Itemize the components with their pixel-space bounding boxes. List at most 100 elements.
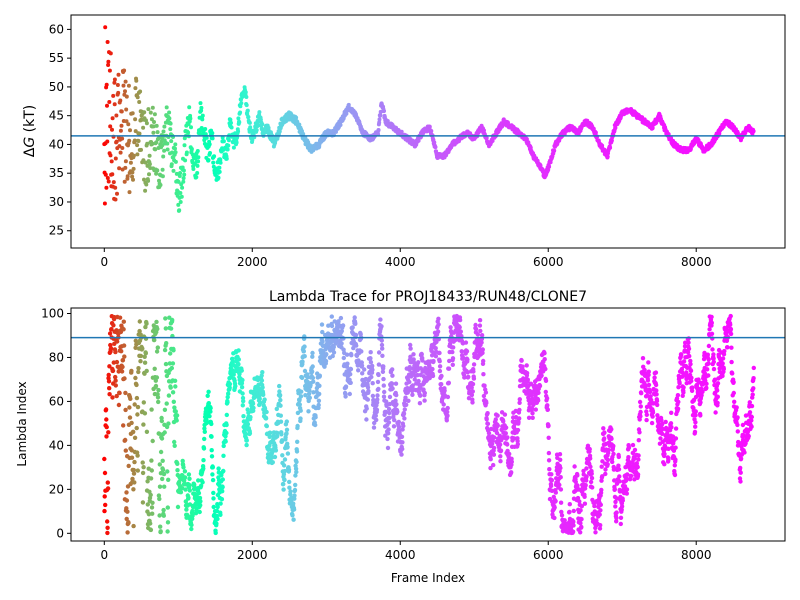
lambda-point (166, 393, 172, 398)
lambda-point (715, 400, 720, 406)
lambda-point (281, 481, 286, 487)
dg-x-ticks: 0 2000 4000 6000 8000 (100, 248, 711, 269)
dg-point (131, 153, 136, 158)
lambda-point (224, 430, 229, 436)
lambda-point (673, 436, 679, 441)
dg-point (105, 139, 110, 144)
dg-point (211, 160, 216, 165)
lambda-point (210, 477, 216, 483)
lambda-point (133, 345, 138, 350)
lambda-point (331, 350, 337, 355)
lambda-point (201, 446, 207, 451)
lambda-point (223, 439, 228, 444)
lambda-point (348, 372, 353, 377)
lambda-point (189, 522, 194, 528)
dg-point (156, 136, 161, 141)
lambda-point (202, 436, 207, 442)
lambda-point (202, 429, 207, 434)
dg-point (103, 172, 108, 177)
lambda-point (578, 508, 583, 513)
lambda-point (114, 359, 120, 365)
lambda-point (157, 496, 162, 502)
lambda-point (291, 517, 296, 522)
dg-axes-frame (70, 14, 786, 249)
dg-point (114, 113, 119, 118)
lambda-point (588, 464, 593, 469)
lambda-point (464, 349, 470, 354)
lambda-point (159, 418, 164, 424)
lambda-point (135, 468, 140, 473)
lambda-point (393, 381, 399, 386)
lambda-point (106, 379, 112, 384)
lambda-point (347, 391, 352, 397)
dg-point (143, 188, 148, 193)
lambda-point (196, 490, 202, 496)
lambda-point (675, 406, 681, 411)
lambda-point (437, 350, 442, 356)
lambda-point (214, 521, 219, 526)
lambda-point (380, 346, 385, 351)
lambda-point (209, 448, 214, 453)
lambda-point (505, 442, 510, 447)
lambda-point (471, 376, 477, 381)
lambda-point (503, 425, 509, 430)
dg-point (167, 116, 172, 121)
dg-point (165, 141, 170, 146)
lambda-point (542, 357, 547, 362)
lambda-point (124, 498, 130, 503)
lambda-point (298, 408, 303, 413)
lambda-point (517, 397, 522, 402)
dg-point (208, 151, 212, 155)
lambda-point (394, 402, 399, 407)
lambda-point (153, 383, 159, 389)
dg-point (238, 104, 243, 109)
lambda-point (645, 378, 651, 383)
lambda-point (170, 390, 176, 395)
lambda-point (402, 416, 407, 421)
lambda-point (483, 390, 489, 395)
lambda-point (693, 420, 698, 425)
dg-point (117, 166, 122, 171)
lambda-point (156, 493, 162, 498)
lambda-point (375, 397, 380, 402)
dg-point (206, 158, 211, 163)
lambda-point (653, 370, 659, 375)
lambda-point (638, 414, 643, 419)
lambda-point (498, 454, 503, 459)
lambda-point (473, 326, 479, 332)
lambda-point (545, 403, 550, 408)
lambda-point (172, 378, 178, 383)
lambda-point (593, 530, 598, 535)
lambda-point (515, 442, 520, 447)
lambda-point (311, 379, 316, 384)
lambda-point (343, 394, 348, 399)
dg-point (133, 117, 138, 122)
lambda-point (159, 436, 165, 441)
lambda-point (125, 509, 130, 514)
lambda-point (290, 513, 295, 518)
lambda-point (339, 341, 344, 346)
dg-y-tick-label: 25 (49, 224, 64, 238)
lambda-point (669, 425, 674, 430)
lambda-point (401, 411, 407, 416)
dg-point (198, 101, 203, 106)
dg-point (247, 120, 252, 125)
lambda-point (162, 347, 168, 353)
dg-point (147, 153, 152, 158)
lambda-point (495, 413, 500, 418)
lambda-point (666, 457, 671, 463)
lambda-point (187, 476, 192, 481)
lambda-point (141, 400, 146, 405)
lambda-point (673, 445, 678, 450)
lambda-point (132, 402, 137, 407)
lambda-point (687, 353, 692, 359)
lambda-point (436, 322, 441, 327)
lambda-point (507, 451, 512, 457)
lambda-point (378, 317, 383, 322)
lambda-point (583, 483, 588, 488)
lambda-point (390, 386, 395, 391)
dg-point (116, 90, 121, 95)
lambda-point (437, 359, 442, 364)
dg-point (155, 168, 160, 173)
dg-point (243, 90, 248, 95)
